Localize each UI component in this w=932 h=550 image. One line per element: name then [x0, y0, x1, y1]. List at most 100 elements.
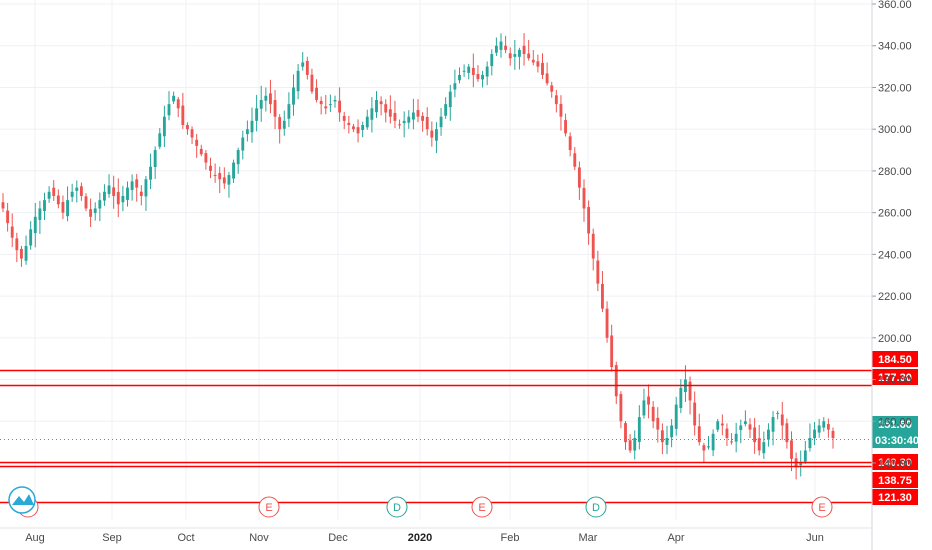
candle-body	[582, 187, 586, 209]
candle-body	[518, 49, 521, 57]
candle-body	[499, 41, 503, 50]
candle-body	[739, 425, 743, 431]
level-price-tag	[872, 489, 918, 505]
candle-body	[453, 83, 457, 90]
candle-body	[725, 428, 729, 438]
candle-body	[536, 61, 540, 67]
candle-body	[375, 99, 378, 113]
candle-body	[624, 423, 627, 443]
candle-body	[402, 120, 406, 124]
candle-body	[554, 95, 558, 105]
candle-body	[462, 70, 466, 72]
candle-body	[29, 229, 33, 246]
candle-body	[601, 283, 604, 309]
candle-body	[716, 421, 720, 430]
candle-body	[817, 425, 821, 433]
candle-body	[541, 62, 544, 75]
candle-body	[213, 175, 217, 177]
candle-body	[107, 185, 111, 194]
candle-body	[273, 100, 277, 117]
logo-mountain-icon	[12, 494, 34, 505]
level-price-tag	[872, 472, 918, 488]
candle-body	[757, 438, 761, 451]
candle-body	[826, 424, 830, 430]
candle-body	[153, 150, 157, 167]
y-tick-label: 200.00	[878, 333, 912, 345]
candle-body	[707, 446, 710, 448]
candle-body	[52, 187, 56, 196]
y-tick-label: 320.00	[878, 82, 912, 94]
x-tick-label: Apr	[667, 532, 684, 544]
candle-body	[780, 414, 784, 426]
x-tick-label: Oct	[177, 532, 194, 544]
candle-body	[421, 115, 425, 121]
candle-body	[444, 104, 448, 116]
candle-body	[808, 437, 812, 449]
x-tick-label: Sep	[102, 532, 122, 544]
candle-body	[674, 404, 678, 429]
candle-body	[181, 105, 185, 126]
candle-body	[269, 93, 272, 105]
candle-body	[10, 226, 14, 238]
candle-body	[315, 87, 318, 100]
candle-body	[522, 45, 526, 55]
candle-body	[149, 166, 152, 180]
candle-body	[79, 186, 83, 196]
candle-body	[577, 167, 581, 188]
candle-body	[20, 248, 23, 259]
candle-body	[490, 54, 494, 67]
candle-body	[89, 209, 93, 217]
candle-body	[831, 430, 835, 438]
level-price-label: 140.30	[878, 457, 912, 469]
candles	[1, 33, 835, 480]
event-marker-dividend	[386, 496, 408, 518]
logo	[8, 486, 36, 514]
candle-body	[642, 400, 646, 416]
candle-body	[407, 116, 411, 123]
candle-body	[352, 126, 355, 130]
candle-body	[693, 402, 697, 426]
candle-body	[287, 104, 291, 119]
candle-body	[776, 412, 780, 414]
candle-body	[785, 423, 789, 443]
last-price-label: 151.60	[878, 419, 912, 431]
candle-body	[162, 116, 166, 137]
candle-body	[416, 110, 420, 117]
candle-body	[702, 445, 706, 451]
level-price-label: 184.50	[878, 354, 912, 366]
candle-body	[190, 129, 194, 138]
candle-body	[388, 109, 392, 117]
candle-body	[292, 87, 295, 105]
candle-body	[222, 177, 226, 184]
candle-body	[430, 130, 434, 138]
candle-body	[301, 62, 305, 67]
level-price-label: 177.30	[878, 372, 912, 384]
candle-body	[112, 187, 116, 196]
x-tick-label: Feb	[501, 532, 520, 544]
candle-body	[121, 195, 125, 203]
candle-body	[485, 66, 489, 77]
candle-body	[15, 238, 19, 251]
candle-body	[338, 100, 342, 113]
candle-body	[605, 308, 609, 338]
event-letter: E	[265, 502, 272, 514]
x-tick-label: Nov	[249, 532, 269, 544]
candle-body	[651, 406, 655, 422]
candle-body	[278, 117, 282, 130]
level-price-tag	[872, 351, 918, 367]
candle-body	[370, 108, 374, 120]
candle-body	[282, 120, 286, 129]
candle-body	[167, 104, 171, 116]
level-price-label: 138.75	[878, 475, 912, 487]
time-axis: Aug Sep Oct Nov Dec 2020 Feb Mar Apr Jun	[0, 527, 872, 544]
candle-body	[342, 115, 346, 121]
candle-body	[47, 191, 51, 199]
x-tick-label: Dec	[328, 532, 348, 544]
candle-body	[591, 233, 595, 259]
candle-body	[730, 441, 733, 443]
candle-body	[347, 122, 351, 126]
candle-body	[84, 196, 88, 209]
